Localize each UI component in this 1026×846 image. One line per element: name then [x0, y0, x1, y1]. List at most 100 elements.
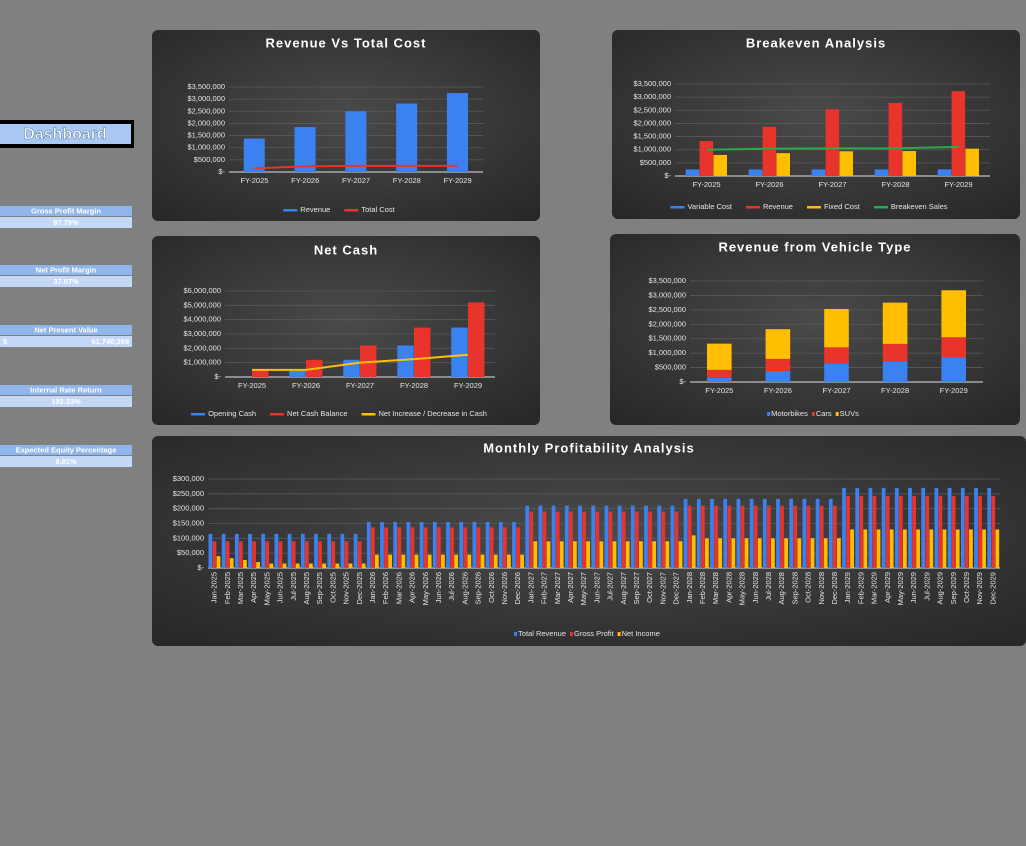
bar	[427, 554, 432, 568]
bar	[248, 533, 252, 568]
bar	[300, 533, 305, 568]
bar	[335, 563, 340, 568]
legend-label: Breakeven Sales	[891, 202, 948, 211]
y-tick-label: $-	[664, 171, 671, 180]
bar	[876, 529, 881, 568]
bar	[599, 541, 604, 568]
bar	[625, 541, 630, 568]
bar	[238, 541, 243, 568]
bar	[678, 541, 683, 568]
kpi-value-box	[0, 336, 132, 347]
bar	[863, 529, 868, 568]
kpi-value: 192.33%	[51, 397, 81, 406]
legend-label: Net Income	[622, 629, 660, 638]
x-tick-label: FY-2026	[292, 381, 320, 390]
y-tick-label: $6,000,000	[183, 286, 221, 295]
x-tick-label: Jan-2029	[843, 572, 852, 603]
bar	[749, 498, 754, 568]
bar	[987, 487, 992, 568]
legend-label: Revenue	[763, 202, 793, 211]
x-tick-label: Mar-2025	[236, 572, 245, 604]
title-box	[0, 124, 131, 144]
legend-swatch	[570, 632, 573, 636]
x-tick-label: FY-2027	[342, 176, 370, 185]
legend-swatch	[191, 413, 206, 416]
y-tick-label: $5,000,000	[183, 300, 221, 309]
x-tick-label: Jul-2028	[764, 572, 773, 601]
bar	[573, 541, 577, 568]
bar	[516, 527, 520, 568]
x-tick-label: FY-2025	[240, 176, 268, 185]
bar	[874, 169, 889, 176]
x-tick-label: Oct-2029	[962, 572, 971, 603]
kpi-label-box	[0, 385, 132, 395]
bar	[727, 505, 732, 568]
bar	[797, 538, 802, 568]
x-tick-label: Jan-2028	[685, 572, 694, 603]
bar	[955, 529, 960, 568]
bar	[295, 563, 300, 568]
bar	[683, 498, 688, 568]
x-tick-label: Aug-2026	[460, 572, 469, 605]
x-tick-label: Apr-2026	[408, 572, 417, 603]
y-tick-label: $200,000	[173, 504, 204, 513]
kpi-label-box	[0, 325, 132, 335]
bar	[965, 148, 979, 176]
legend-swatch	[835, 412, 839, 416]
legend-swatch	[806, 206, 821, 209]
chart: Monthly Profitability Analysis $- $50,000 $…	[152, 436, 1026, 646]
bar	[397, 345, 414, 377]
bar	[282, 563, 287, 568]
chart-title: Breakeven Analysis	[746, 35, 886, 50]
legend: Opening Cash Net Cash Balance Net Increase…	[191, 409, 487, 418]
bar	[823, 538, 828, 568]
bar	[714, 505, 718, 568]
bar-segment	[706, 369, 732, 378]
bar	[811, 169, 826, 176]
x-tick-label: Nov-2026	[500, 572, 509, 605]
x-tick-label: Mar-2027	[553, 572, 562, 604]
x-tick-label: Sep-2025	[315, 572, 324, 605]
bar-segment	[882, 343, 908, 362]
legend-swatch	[514, 632, 518, 636]
y-tick-label: $1,500,000	[633, 132, 671, 141]
bar	[696, 498, 701, 568]
bar	[648, 511, 652, 568]
kpi-value: 87.79%	[53, 218, 79, 227]
y-tick-label: $3,000,000	[187, 94, 225, 103]
kpi-value-box	[0, 456, 132, 467]
bar	[216, 556, 221, 568]
y-tick-label: $100,000	[173, 533, 204, 542]
y-tick-label: $4,000,000	[183, 315, 221, 324]
bar	[450, 527, 454, 568]
bar	[221, 533, 226, 568]
legend-swatch	[344, 209, 359, 212]
legend-label: Opening Cash	[208, 409, 256, 418]
bar	[331, 541, 336, 568]
y-tick-label: $1,000,000	[633, 145, 671, 154]
x-tick-label: Oct-2025	[328, 572, 337, 603]
x-tick-label: Mar-2029	[870, 572, 879, 604]
bar	[274, 533, 279, 568]
bar	[397, 527, 402, 568]
bar	[278, 541, 283, 568]
kpi-label-box	[0, 265, 132, 275]
x-tick-label: FY-2026	[764, 386, 792, 395]
bar	[978, 495, 982, 568]
bar	[261, 533, 266, 568]
bar	[538, 505, 543, 568]
x-tick-label: Mar-2026	[394, 572, 403, 604]
bar	[568, 511, 573, 568]
x-tick-label: May-2029	[896, 572, 905, 605]
y-tick-label: $-	[218, 167, 225, 176]
kpi-value: 9.81%	[55, 457, 77, 466]
bar	[314, 533, 318, 568]
x-tick-label: Oct-2028	[804, 572, 813, 603]
x-tick-label: FY-2027	[346, 381, 374, 390]
bar	[872, 495, 877, 568]
bar	[744, 538, 749, 568]
charts: Revenue Vs Total Cost $- $500,000 $1,000,00…	[152, 30, 1026, 646]
chart: Revenue Vs Total Cost $- $500,000 $1,000,00…	[152, 30, 540, 221]
x-tick-label: Feb-2026	[381, 572, 390, 604]
